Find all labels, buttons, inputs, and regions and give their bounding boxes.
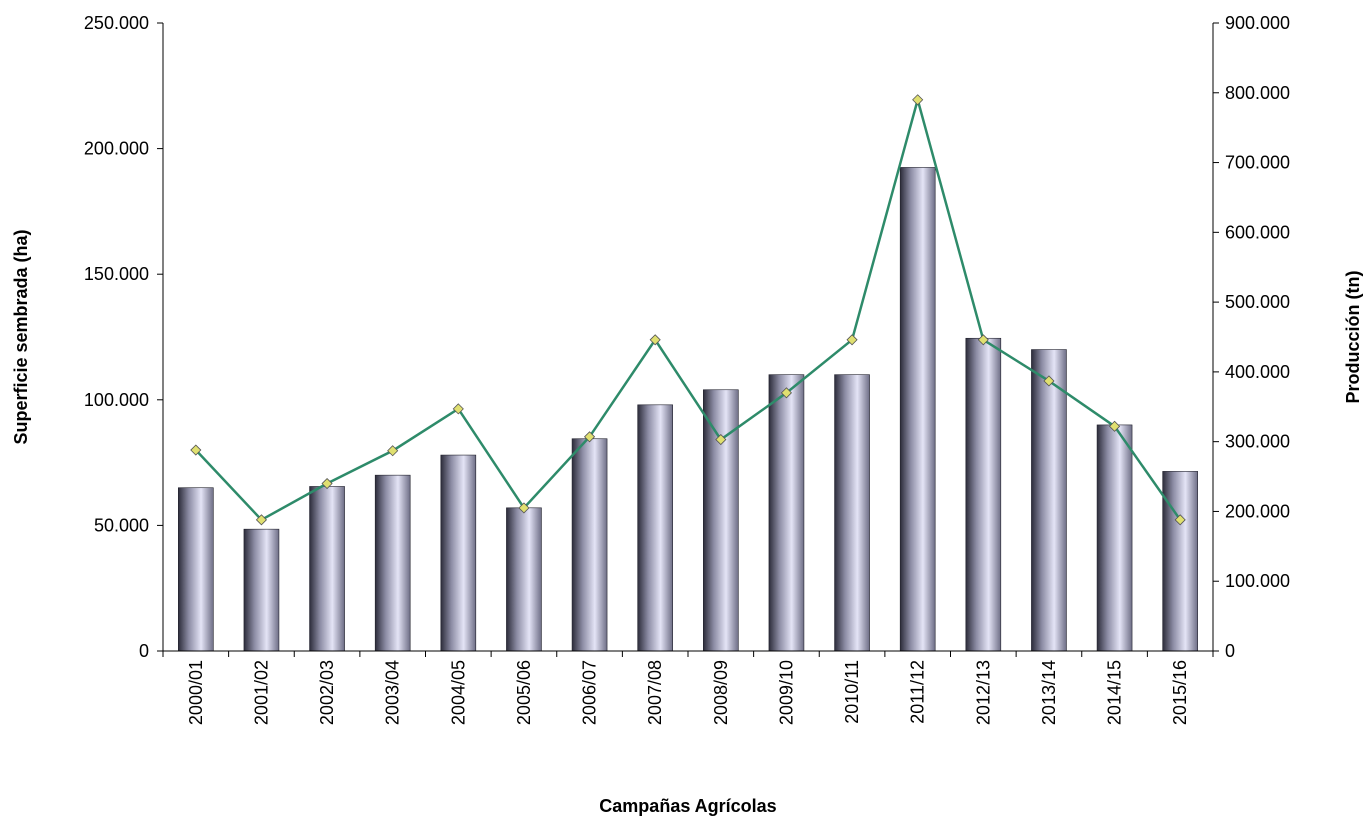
x-tick-label: 2006/07 [580, 660, 600, 725]
bar-2000/01 [178, 487, 214, 652]
line-marker-2009/10 [780, 387, 793, 399]
y2-tick-label: 400.000 [1225, 362, 1290, 382]
bar-2006/07 [571, 438, 608, 652]
bar-2002/03 [309, 486, 345, 652]
line-marker-2000/01 [190, 444, 202, 456]
bar-series [178, 167, 1198, 652]
bar-2009/10 [768, 374, 805, 652]
bar-2004/05 [440, 454, 477, 652]
y-tick-label: 250.000 [84, 13, 149, 33]
line-marker-2002/03 [321, 477, 333, 490]
line-marker-2010/11 [846, 334, 858, 346]
y2-tick-label: 800.000 [1225, 83, 1290, 103]
x-tick-label: 2013/14 [1039, 660, 1059, 725]
x-tick-label: 2007/08 [645, 660, 665, 725]
line-series [190, 94, 1186, 526]
y2-axis-title: Producción (tn) [1343, 271, 1363, 404]
y2-tick-label: 700.000 [1225, 153, 1290, 173]
bar-2005/06 [506, 507, 542, 652]
y2-tick-label: 600.000 [1225, 222, 1290, 242]
y-tick-label: 0 [139, 641, 149, 661]
line-marker-2015/16 [1174, 514, 1186, 526]
bar-2008/09 [703, 389, 739, 652]
line-marker-2011/12 [912, 94, 924, 106]
y2-tick-label: 0 [1225, 641, 1235, 661]
bar-2001/02 [243, 528, 280, 652]
line-marker-2014/15 [1108, 420, 1121, 432]
line-marker-2007/08 [649, 334, 661, 346]
x-tick-label: 2014/15 [1105, 660, 1125, 725]
line-marker-2005/06 [518, 502, 530, 514]
x-tick-label: 2009/10 [776, 660, 796, 725]
tick-labels: 0 50.000 100.000 150.000 200.000 250.000 0 100.… [84, 13, 1290, 725]
y2-tick-label: 200.000 [1225, 501, 1290, 521]
x-tick-label: 2001/02 [251, 660, 271, 725]
line-marker-2008/09 [715, 434, 727, 446]
bar-2014/15 [1096, 424, 1133, 652]
production-line [194, 95, 1182, 522]
y2-tick-label: 300.000 [1225, 432, 1290, 452]
y2-tick-label: 900.000 [1225, 13, 1290, 33]
x-tick-label: 2011/12 [908, 660, 928, 724]
bar-2011/12 [899, 167, 936, 652]
x-tick-label: 2004/05 [448, 660, 468, 725]
y-tick-label: 100.000 [84, 390, 149, 410]
bar-2003/04 [374, 474, 411, 652]
x-tick-label: 2010/11 [842, 660, 862, 724]
line-marker-2004/05 [452, 403, 464, 415]
x-tick-label: 2002/03 [317, 660, 337, 725]
bar-2013/14 [1031, 349, 1067, 652]
x-axis-title: Campañas Agrícolas [599, 796, 776, 816]
line-marker-2001/02 [255, 514, 268, 526]
y-tick-label: 150.000 [84, 264, 149, 284]
line-marker-2013/14 [1043, 375, 1055, 387]
x-tick-label: 2015/16 [1170, 660, 1190, 725]
bar-2007/08 [637, 404, 673, 652]
x-tick-label: 2012/13 [973, 660, 993, 725]
y-tick-label: 200.000 [84, 139, 149, 159]
y-tick-label: 50.000 [94, 515, 149, 535]
x-tick-label: 2005/06 [514, 660, 534, 725]
line-marker-2006/07 [583, 431, 596, 443]
line-marker-2003/04 [387, 445, 399, 457]
bar-2012/13 [965, 337, 1002, 652]
y2-tick-label: 500.000 [1225, 292, 1290, 312]
x-tick-label: 2008/09 [711, 660, 731, 725]
bar-2010/11 [834, 374, 870, 652]
y-axis-title: Superficie sembrada (ha) [11, 229, 31, 444]
line-marker-2012/13 [977, 334, 989, 346]
x-tick-label: 2000/01 [186, 660, 206, 725]
bar-2015/16 [1162, 471, 1198, 652]
y2-tick-label: 100.000 [1225, 571, 1290, 591]
x-tick-label: 2003/04 [383, 660, 403, 725]
